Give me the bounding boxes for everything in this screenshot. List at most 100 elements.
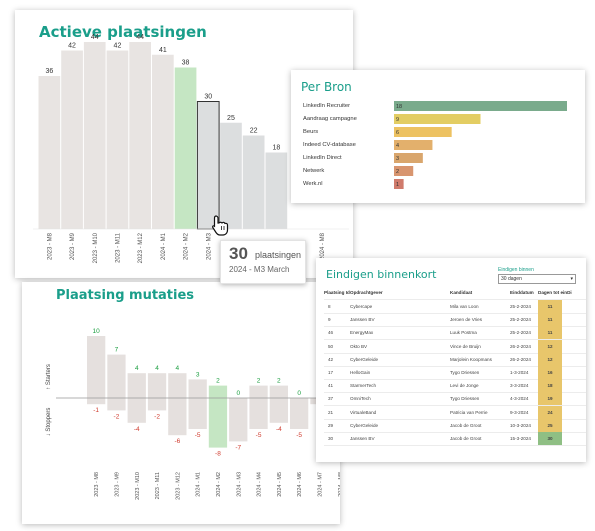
bron-bar[interactable] [394, 140, 433, 150]
actieve-bar[interactable] [152, 54, 174, 229]
chart-tooltip: 30 plaatsingen 2024 - M3 March [220, 240, 306, 284]
table-row[interactable]: 17 HelloGain Tygo Driessen 1-3-2024 16 [324, 366, 586, 380]
table-row[interactable]: 42 CyberGeleide Marjolein Koopmans 26-2-202… [324, 352, 586, 367]
actieve-bar[interactable] [106, 50, 129, 230]
eindigen-binnenkort-title: Eindigen binnenkort [326, 268, 437, 281]
bron-bar[interactable] [394, 101, 567, 111]
mutaties-bar[interactable] [107, 354, 126, 411]
starters-value-label: 2 [277, 378, 281, 385]
plaatsing-mutaties-card: Plaatsing mutaties 10 -1 2023 - M8 7 -2 2023 … [22, 282, 340, 524]
days-remaining-value: 11 [547, 304, 553, 309]
bron-bar[interactable] [394, 166, 414, 176]
mutaties-bar[interactable] [229, 398, 248, 442]
actieve-tick-label: 2023 - M10 [93, 232, 99, 263]
mutaties-tick-label: 2023 - M8 [94, 472, 100, 497]
table-row[interactable]: 21 VirtualeBand Patricia van Perrie 9-3-202… [324, 405, 586, 420]
table-cell: CyberGeleide [350, 422, 379, 428]
plaatsing-mutaties-chart[interactable]: 10 -1 2023 - M8 7 -2 2023 - M9 4 -4 2023 - M10 4 -… [22, 282, 340, 524]
table-row[interactable]: 29 CyberGeleide Jacob de Groot 10-3-2024 25 [324, 418, 586, 433]
table-cell: Tygo Driessen [450, 396, 480, 402]
per-bron-card: Per Bron LinkedIn Recruiter 18 Aandraag ca… [291, 70, 585, 203]
mutaties-bar[interactable] [208, 385, 228, 448]
stoppers-value-label: -5 [256, 432, 262, 439]
actieve-bar[interactable] [196, 101, 220, 230]
actieve-value-label: 25 [227, 115, 235, 122]
eindigen-filter-value: 30 dagen [501, 276, 522, 282]
table-cell: 3-3-2024 [510, 383, 529, 389]
stoppers-axis-label: ↓ Stoppers [46, 408, 52, 437]
mutaties-tick-label: 2023 - M9 [114, 472, 120, 497]
days-remaining-cell: 18 [538, 379, 562, 393]
actieve-bar[interactable] [265, 152, 288, 230]
column-header[interactable]: Einddatum [510, 290, 534, 295]
days-remaining-value: 12 [547, 356, 553, 362]
table-cell: 10-3-2024 [510, 422, 531, 428]
days-remaining-cell: 11 [538, 313, 562, 327]
table-row[interactable]: 30 Janssen BV Jacob de Groot 15-3-2024 30 [324, 432, 586, 446]
stoppers-value-label: -8 [215, 451, 221, 458]
table-cell: Luuk Postma [450, 330, 477, 336]
stoppers-value-label: -7 [235, 444, 241, 451]
stoppers-value-label: -2 [154, 413, 160, 420]
actieve-bar[interactable] [61, 50, 83, 230]
table-row[interactable]: 41 StarmerTech Levi de Jonge 3-3-2024 18 [324, 379, 586, 394]
table-cell: 29 [328, 422, 334, 428]
mutaties-bar[interactable] [269, 385, 288, 423]
column-header[interactable]: Opdrachtgever [350, 290, 383, 295]
mutaties-bar[interactable] [147, 373, 167, 411]
actieve-bar[interactable] [220, 122, 242, 229]
mutaties-tick-label: 2023 - M10 [135, 472, 141, 500]
actieve-bar[interactable] [38, 76, 61, 229]
bron-bar[interactable] [394, 114, 481, 124]
mutaties-bar[interactable] [188, 379, 207, 429]
bron-bar[interactable] [394, 153, 423, 163]
bron-category-label: Indeed CV-database [303, 142, 356, 148]
mutaties-bar[interactable] [168, 373, 187, 436]
mutaties-tick-label: 2024 - M4 [257, 472, 263, 497]
table-cell: HelloGain [350, 370, 371, 375]
bron-bar[interactable] [394, 127, 452, 137]
table-cell: 30 [328, 436, 334, 441]
actieve-bar[interactable] [174, 67, 197, 230]
actieve-bar[interactable] [83, 42, 106, 229]
days-remaining-value: 19 [547, 396, 553, 402]
bron-bar[interactable] [394, 179, 404, 189]
days-remaining-value: 25 [547, 422, 553, 428]
column-header[interactable]: Plaatsing Id [324, 290, 350, 295]
table-row[interactable]: 8 Cybercape Mila van Loon 25-2-2024 11 [324, 300, 586, 314]
actieve-value-label: 44 [91, 34, 99, 41]
table-cell: 37 [328, 396, 334, 402]
bron-category-label: Beurs [303, 129, 318, 135]
actieve-bar[interactable] [242, 135, 265, 230]
table-row[interactable]: 37 OmniTech Tygo Driessen 4-3-2024 19 [324, 392, 586, 407]
table-row[interactable]: 50 Okto BV Vince de Bruijn 26-2-2024 12 [324, 339, 586, 354]
table-cell: 4-3-2024 [510, 396, 529, 402]
table-cell: Tygo Driessen [450, 370, 480, 375]
eindigen-filter-select[interactable]: 30 dagen ▾ [498, 274, 576, 284]
per-bron-chart[interactable]: LinkedIn Recruiter 18 Aandraag campagne 9 Be… [291, 70, 585, 203]
actieve-plaatsingen-chart[interactable]: 36 2023 - M8 42 2023 - M9 44 2023 - M10 42 2023… [15, 10, 353, 278]
days-remaining-cell: 11 [538, 326, 562, 340]
table-row[interactable]: 9 Janssen BV Jeroen de Vries 25-2-2024 11 [324, 313, 586, 328]
starters-value-label: 3 [196, 371, 200, 378]
bron-value-label: 3 [396, 156, 399, 162]
mutaties-bar[interactable] [249, 385, 268, 429]
actieve-value-label: 18 [272, 145, 280, 152]
column-header[interactable]: Dagen tot einDi [538, 290, 572, 295]
table-cell: 9 [328, 317, 331, 323]
days-remaining-value: 16 [547, 370, 553, 375]
days-remaining-value: 12 [547, 343, 553, 349]
mutaties-bar[interactable] [87, 336, 106, 405]
bron-value-label: 18 [396, 104, 402, 110]
mutaties-bar[interactable] [290, 398, 309, 429]
bron-category-label: LinkedIn Recruiter [303, 103, 350, 109]
table-cell: 25-2-2024 [510, 317, 531, 323]
table-cell: Okto BV [350, 343, 368, 349]
column-header[interactable]: Kandidaat [450, 290, 473, 295]
actieve-bar[interactable] [129, 42, 151, 229]
table-row[interactable]: 46 EnergyMax Luuk Postma 25-2-2024 11 [324, 326, 586, 341]
stoppers-value-label: -1 [93, 407, 99, 414]
starters-value-label: 4 [155, 365, 159, 372]
actieve-value-label: 44 [136, 34, 144, 41]
days-remaining-cell: 16 [538, 366, 562, 379]
